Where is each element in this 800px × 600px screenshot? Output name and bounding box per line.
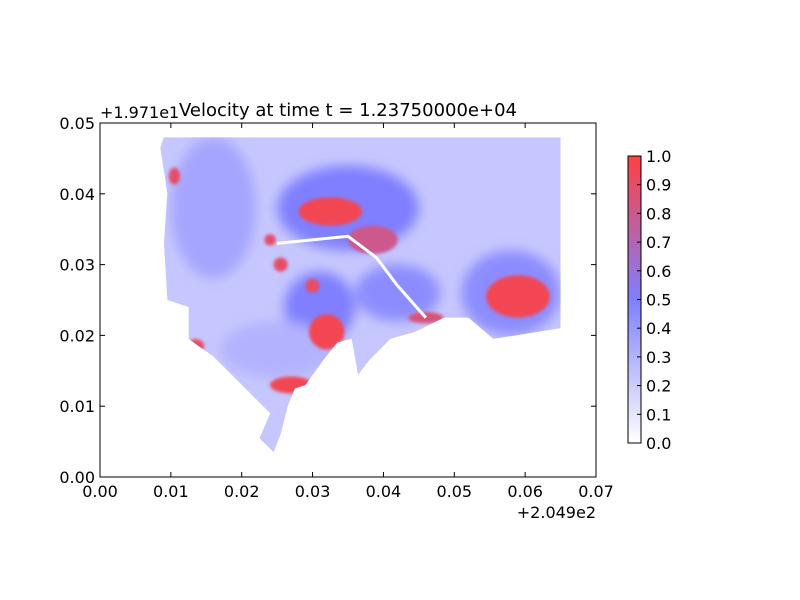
- colorbar-tick-label: 0.9: [646, 176, 671, 195]
- colorbar-tick-label: 0.0: [646, 434, 671, 453]
- high-velocity-region: [309, 314, 345, 350]
- high-velocity-region: [408, 312, 444, 324]
- chart-title: Velocity at time t = 1.23750000e+04: [179, 100, 517, 121]
- y-tick-label: 0.02: [59, 326, 95, 345]
- x-axis: 0.00 0.01 0.02 0.03 0.04 0.05 0.06 0.07: [82, 123, 614, 501]
- y-tick-label: 0.00: [59, 468, 95, 487]
- y-tick-label: 0.03: [59, 256, 95, 275]
- high-velocity-region: [264, 234, 276, 246]
- velocity-region: [220, 321, 334, 378]
- y-tick-label: 0.01: [59, 397, 95, 416]
- plot-frame: [99, 122, 597, 478]
- colorbar-tick-label: 0.8: [646, 204, 671, 223]
- colorbar: 0.0 0.1 0.2 0.3 0.4 0.5 0.6 0.7 0.8 0.9 1.0: [627, 147, 671, 453]
- river-channel: [276, 234, 428, 319]
- x-tick-label: 0.02: [224, 482, 260, 501]
- high-velocity-region: [168, 167, 181, 185]
- colorbar-tick-label: 0.4: [646, 319, 671, 338]
- colorbar-tick-label: 0.7: [646, 233, 671, 252]
- x-tick-label: 0.05: [436, 482, 472, 501]
- heatmap-plot: [160, 137, 561, 453]
- colorbar-tick-label: 0.2: [646, 377, 671, 396]
- x-tick-label: 0.04: [366, 482, 402, 501]
- colorbar-tick-label: 0.3: [646, 348, 671, 367]
- colorbar-tick-label: 0.5: [646, 291, 671, 310]
- colorbar-ticks: 0.0 0.1 0.2 0.3 0.4 0.5 0.6 0.7 0.8 0.9 1.0: [637, 147, 671, 453]
- high-velocity-region: [486, 275, 550, 318]
- colorbar-tick-label: 0.1: [646, 405, 671, 424]
- x-tick-label: 0.07: [578, 482, 614, 501]
- x-tick-label: 0.00: [82, 482, 118, 501]
- high-velocity-region: [305, 278, 320, 293]
- colorbar-tick-label: 0.6: [646, 262, 671, 281]
- x-offset-label: +2.049e2: [517, 503, 596, 522]
- x-tick-label: 0.01: [153, 482, 189, 501]
- y-tick-label: 0.05: [59, 114, 95, 133]
- y-offset-label: +1.971e1: [100, 103, 179, 122]
- x-tick-label: 0.06: [507, 482, 543, 501]
- y-axis: 0.00 0.01 0.02 0.03 0.04 0.05: [59, 114, 596, 487]
- high-velocity-region: [298, 197, 363, 226]
- velocity-region: [170, 137, 256, 279]
- x-tick-label: 0.03: [295, 482, 331, 501]
- colorbar-tick-label: 1.0: [646, 147, 671, 166]
- y-tick-label: 0.04: [59, 185, 95, 204]
- velocity-region: [355, 264, 441, 322]
- high-velocity-region: [273, 257, 288, 272]
- high-velocity-region: [348, 225, 398, 254]
